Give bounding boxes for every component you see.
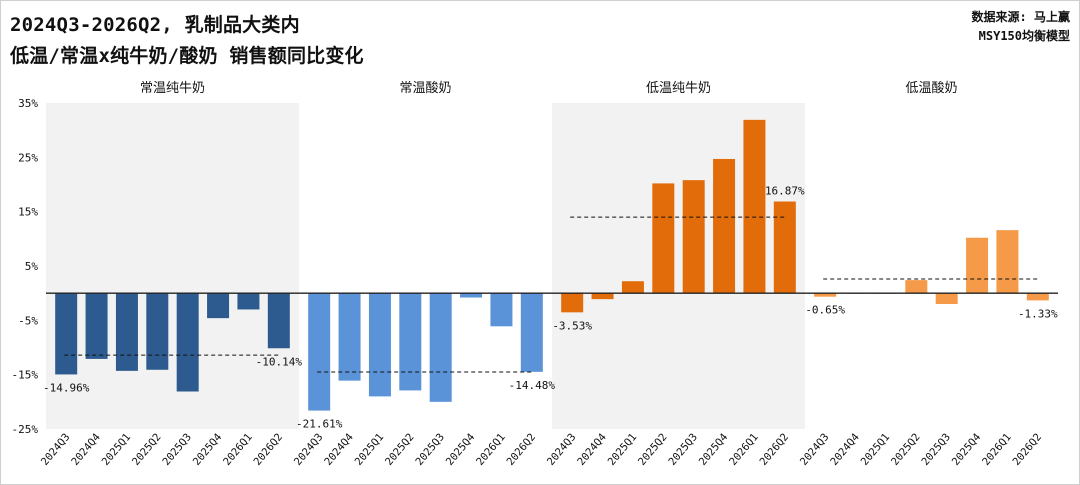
y-tick-label: 25% xyxy=(18,151,38,164)
chart-subtitle: 低温/常温x纯牛奶/酸奶 销售额同比变化 xyxy=(10,45,364,67)
bar xyxy=(490,293,513,327)
bar xyxy=(267,293,290,349)
bar xyxy=(682,180,705,294)
x-tick-label: 2024Q3 xyxy=(39,431,73,468)
data-label: -14.96% xyxy=(43,381,90,394)
x-tick-label: 2026Q2 xyxy=(758,431,792,468)
data-label: -21.61% xyxy=(296,418,343,431)
bar xyxy=(814,293,837,297)
bar xyxy=(905,280,928,294)
bar xyxy=(966,237,989,294)
x-tick-label: 2026Q1 xyxy=(474,431,508,468)
x-tick-label: 2025Q1 xyxy=(100,431,134,468)
data-model: MSY150均衡模型 xyxy=(978,29,1070,43)
data-label: 16.87% xyxy=(765,185,805,198)
data-label: -3.53% xyxy=(552,319,592,332)
x-tick-label: 2025Q3 xyxy=(160,431,194,468)
bar xyxy=(561,293,584,313)
bar xyxy=(591,293,614,300)
bar xyxy=(652,183,675,294)
x-tick-label: 2025Q4 xyxy=(950,431,984,468)
data-label: -1.33% xyxy=(1018,307,1058,320)
bar xyxy=(621,281,644,294)
bar xyxy=(85,293,108,359)
bar xyxy=(55,293,78,375)
data-label: -0.65% xyxy=(805,304,845,317)
x-tick-label: 2024Q3 xyxy=(292,431,326,468)
panel-title: 低温纯牛奶 xyxy=(646,81,711,96)
x-tick-label: 2026Q1 xyxy=(221,431,255,468)
x-tick-label: 2025Q2 xyxy=(889,431,923,468)
bar xyxy=(115,293,138,371)
y-tick-label: 15% xyxy=(18,206,38,219)
panel-background xyxy=(552,103,805,429)
y-tick-label: 5% xyxy=(25,260,39,273)
y-tick-label: -5% xyxy=(18,314,38,327)
bar xyxy=(237,293,260,310)
x-tick-label: 2024Q4 xyxy=(575,431,609,468)
x-tick-label: 2024Q3 xyxy=(798,431,832,468)
x-tick-label: 2024Q4 xyxy=(322,431,356,468)
x-tick-label: 2025Q3 xyxy=(919,431,953,468)
bar xyxy=(743,119,766,294)
bar xyxy=(713,158,736,294)
x-tick-label: 2025Q3 xyxy=(413,431,447,468)
bar xyxy=(773,201,796,294)
data-source: 数据来源: 马上赢 xyxy=(971,10,1070,24)
x-tick-label: 2025Q4 xyxy=(444,431,478,468)
x-tick-label: 2026Q2 xyxy=(505,431,539,468)
y-tick-label: -25% xyxy=(12,423,39,436)
bar xyxy=(429,293,452,402)
bar xyxy=(368,293,391,397)
bar xyxy=(338,293,361,381)
bar xyxy=(1026,293,1049,301)
bar xyxy=(308,293,331,411)
x-tick-label: 2026Q1 xyxy=(727,431,761,468)
bar xyxy=(399,293,422,391)
x-tick-label: 2026Q2 xyxy=(1011,431,1045,468)
x-tick-label: 2025Q4 xyxy=(191,431,225,468)
bar xyxy=(460,293,483,298)
x-tick-label: 2025Q4 xyxy=(697,431,731,468)
panel-background xyxy=(46,103,299,429)
x-tick-label: 2024Q3 xyxy=(545,431,579,468)
bar xyxy=(935,293,958,305)
x-tick-label: 2025Q1 xyxy=(353,431,387,468)
bar xyxy=(207,293,230,319)
panel-background xyxy=(805,103,1058,429)
data-label: -10.14% xyxy=(256,355,303,368)
y-tick-label: -15% xyxy=(12,369,39,382)
x-tick-label: 2025Q2 xyxy=(636,431,670,468)
x-tick-label: 2025Q3 xyxy=(666,431,700,468)
panel-title: 低温酸奶 xyxy=(905,81,957,96)
chart-title: 2024Q3-2026Q2, 乳制品大类内 xyxy=(10,14,300,36)
data-label: -14.48% xyxy=(509,379,556,392)
x-tick-label: 2024Q4 xyxy=(69,431,103,468)
x-tick-label: 2025Q1 xyxy=(859,431,893,468)
x-tick-label: 2026Q1 xyxy=(980,431,1014,468)
panel-title: 常温纯牛奶 xyxy=(140,81,205,96)
x-tick-label: 2025Q1 xyxy=(606,431,640,468)
x-tick-label: 2024Q4 xyxy=(828,431,862,468)
x-tick-label: 2025Q2 xyxy=(130,431,164,468)
bar xyxy=(520,293,543,372)
bar xyxy=(146,293,169,370)
y-tick-label: 35% xyxy=(18,97,38,110)
x-tick-label: 2026Q2 xyxy=(252,431,286,468)
panel-title: 常温酸奶 xyxy=(399,81,451,96)
x-tick-label: 2025Q2 xyxy=(383,431,417,468)
bar xyxy=(996,230,1019,294)
bar xyxy=(176,293,199,392)
